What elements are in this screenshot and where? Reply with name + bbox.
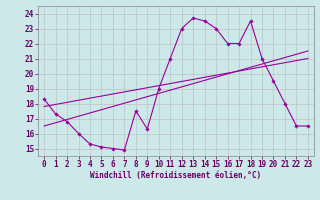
X-axis label: Windchill (Refroidissement éolien,°C): Windchill (Refroidissement éolien,°C) <box>91 171 261 180</box>
